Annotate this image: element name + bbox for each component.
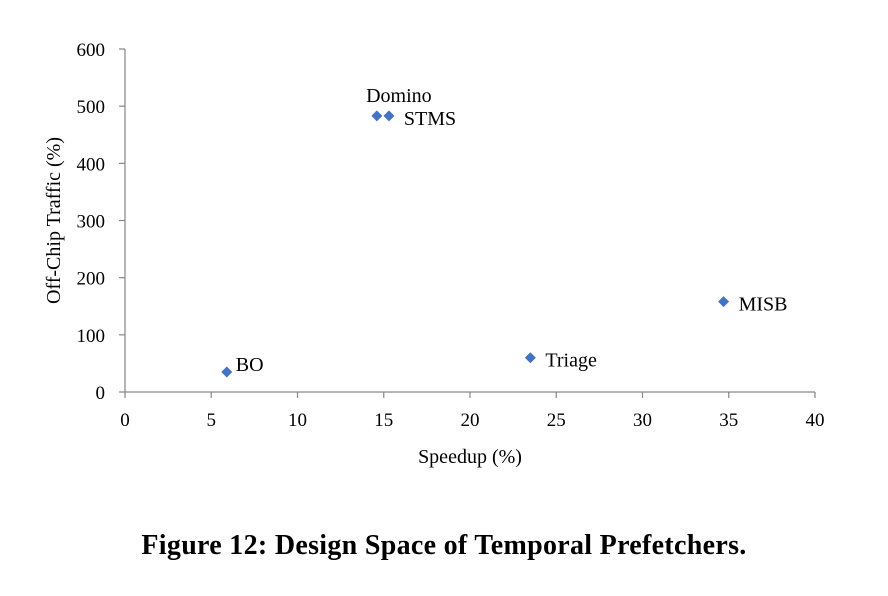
x-tick-label: 25 [547, 410, 566, 431]
figure-caption: Figure 12: Design Space of Temporal Pref… [141, 530, 747, 561]
y-tick-label: 300 [77, 212, 106, 233]
data-point-domino [371, 110, 383, 122]
x-tick-label: 5 [207, 410, 217, 431]
x-tick-label: 30 [633, 410, 652, 431]
data-points [221, 110, 730, 378]
y-axis-label: Off-Chip Traffic (%) [43, 137, 65, 304]
x-tick-label: 0 [120, 410, 130, 431]
y-tick-label: 0 [96, 383, 106, 404]
point-label-bo: BO [236, 354, 264, 376]
point-label-stms: STMS [404, 108, 456, 130]
point-label-triage: Triage [545, 350, 597, 372]
data-point-triage [524, 352, 536, 364]
data-point-bo [221, 366, 233, 378]
data-point-misb [718, 296, 730, 308]
point-label-domino: Domino [366, 85, 432, 107]
y-tick-label: 100 [77, 326, 106, 347]
y-tick-label: 600 [77, 40, 106, 61]
x-tick-label: 40 [806, 410, 825, 431]
x-tick-label: 20 [461, 410, 480, 431]
x-axis-label: Speedup (%) [418, 446, 522, 468]
y-tick-label: 500 [77, 97, 106, 118]
y-tick-label: 200 [77, 269, 106, 290]
y-tick-label: 400 [77, 154, 106, 175]
x-tick-label: 35 [719, 410, 738, 431]
data-point-stms [383, 110, 395, 122]
x-tick-label: 15 [374, 410, 393, 431]
axes [124, 49, 815, 393]
point-label-misb: MISB [739, 294, 788, 316]
x-tick-label: 10 [288, 410, 307, 431]
